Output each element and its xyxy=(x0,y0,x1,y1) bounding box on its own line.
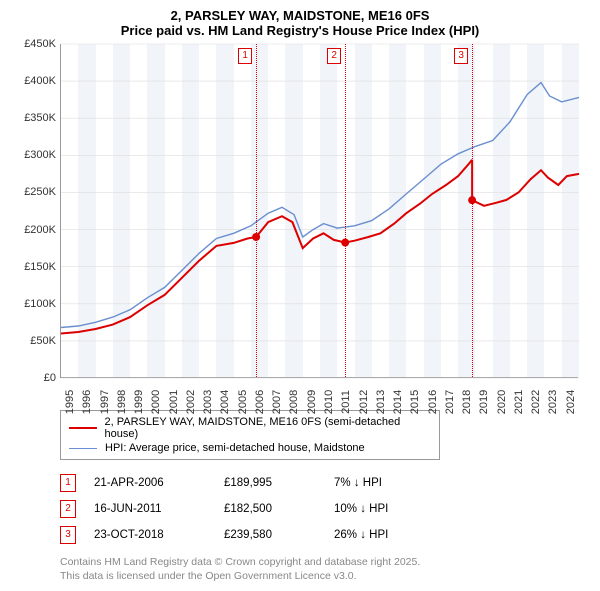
transaction-date: 21-APR-2006 xyxy=(94,477,214,489)
title-address: 2, PARSLEY WAY, MAIDSTONE, ME16 0FS xyxy=(10,8,590,23)
event-line xyxy=(345,44,346,377)
legend-swatch xyxy=(69,448,97,449)
footer-line-1: Contains HM Land Registry data © Crown c… xyxy=(60,556,590,570)
legend-swatch xyxy=(69,427,97,429)
x-tick-label: 1998 xyxy=(116,390,128,414)
y-tick-label: £300K xyxy=(16,149,56,161)
x-tick-label: 2006 xyxy=(254,390,266,414)
transaction-price: £182,500 xyxy=(224,503,324,515)
chart: 1 2 3 £0 £50K £100K £150K £200K £250K £300K £350K… xyxy=(18,44,578,404)
y-tick-label: £400K xyxy=(16,75,56,87)
event-marker-box: 1 xyxy=(238,48,252,64)
series-price_paid xyxy=(472,170,579,206)
x-tick-label: 2001 xyxy=(168,390,180,414)
transaction-date: 23-OCT-2018 xyxy=(94,529,214,541)
y-tick-label: £350K xyxy=(16,112,56,124)
y-tick-label: £0 xyxy=(16,372,56,384)
x-tick-label: 2020 xyxy=(496,390,508,414)
x-tick-label: 2021 xyxy=(513,390,525,414)
x-tick-label: 2002 xyxy=(185,390,197,414)
legend: 2, PARSLEY WAY, MAIDSTONE, ME16 0FS (sem… xyxy=(60,410,440,460)
footer: Contains HM Land Registry data © Crown c… xyxy=(60,556,590,583)
x-tick-label: 2009 xyxy=(306,390,318,414)
transaction-date: 16-JUN-2011 xyxy=(94,503,214,515)
transaction-price: £239,580 xyxy=(224,529,324,541)
event-marker-box: 3 xyxy=(454,48,468,64)
x-tick-label: 2018 xyxy=(461,390,473,414)
y-tick-label: £450K xyxy=(16,38,56,50)
event-line xyxy=(256,44,257,377)
y-tick-label: £100K xyxy=(16,298,56,310)
title-subtitle: Price paid vs. HM Land Registry's House … xyxy=(10,23,590,38)
transaction-number: 2 xyxy=(60,500,76,518)
x-tick-label: 2017 xyxy=(444,390,456,414)
series-hpi xyxy=(61,83,579,328)
transaction-delta: 7% ↓ HPI xyxy=(334,477,454,489)
transactions-table: 1 21-APR-2006 £189,995 7% ↓ HPI 2 16-JUN-2011… xyxy=(60,470,590,548)
x-tick-label: 2016 xyxy=(427,390,439,414)
x-tick-label: 2019 xyxy=(478,390,490,414)
x-tick-label: 1995 xyxy=(64,390,76,414)
x-tick-label: 2004 xyxy=(219,390,231,414)
x-tick-label: 2008 xyxy=(288,390,300,414)
event-marker-box: 2 xyxy=(327,48,341,64)
y-tick-label: £200K xyxy=(16,224,56,236)
x-tick-label: 2023 xyxy=(547,390,559,414)
series-price_paid xyxy=(345,160,472,243)
title-block: 2, PARSLEY WAY, MAIDSTONE, ME16 0FS Pric… xyxy=(10,8,590,38)
transaction-row: 2 16-JUN-2011 £182,500 10% ↓ HPI xyxy=(60,496,590,522)
x-tick-label: 2024 xyxy=(565,390,577,414)
footer-line-2: This data is licensed under the Open Gov… xyxy=(60,570,590,584)
series-svg xyxy=(61,44,578,377)
x-tick-label: 2000 xyxy=(150,390,162,414)
x-tick-label: 2013 xyxy=(375,390,387,414)
chart-container: 2, PARSLEY WAY, MAIDSTONE, ME16 0FS Pric… xyxy=(0,0,600,591)
x-tick-label: 2011 xyxy=(340,390,352,414)
x-tick-label: 2022 xyxy=(530,390,542,414)
transaction-row: 1 21-APR-2006 £189,995 7% ↓ HPI xyxy=(60,470,590,496)
x-tick-label: 2005 xyxy=(237,390,249,414)
legend-item: HPI: Average price, semi-detached house,… xyxy=(69,441,431,455)
x-tick-label: 2015 xyxy=(409,390,421,414)
legend-label: 2, PARSLEY WAY, MAIDSTONE, ME16 0FS (sem… xyxy=(105,416,432,440)
transaction-delta: 26% ↓ HPI xyxy=(334,529,454,541)
x-tick-label: 1999 xyxy=(133,390,145,414)
transaction-price: £189,995 xyxy=(224,477,324,489)
plot-area: 1 2 3 xyxy=(60,44,578,378)
legend-item: 2, PARSLEY WAY, MAIDSTONE, ME16 0FS (sem… xyxy=(69,415,431,441)
legend-label: HPI: Average price, semi-detached house,… xyxy=(105,442,365,454)
y-tick-label: £250K xyxy=(16,186,56,198)
x-tick-label: 1997 xyxy=(99,390,111,414)
x-tick-label: 1996 xyxy=(81,390,93,414)
transaction-delta: 10% ↓ HPI xyxy=(334,503,454,515)
event-line xyxy=(472,44,473,377)
y-tick-label: £50K xyxy=(16,335,56,347)
x-tick-label: 2012 xyxy=(358,390,370,414)
transaction-row: 3 23-OCT-2018 £239,580 26% ↓ HPI xyxy=(60,522,590,548)
series-price_paid xyxy=(61,237,256,334)
transaction-number: 1 xyxy=(60,474,76,492)
x-tick-label: 2007 xyxy=(271,390,283,414)
x-tick-label: 2003 xyxy=(202,390,214,414)
transaction-number: 3 xyxy=(60,526,76,544)
x-tick-label: 2014 xyxy=(392,390,404,414)
x-tick-label: 2010 xyxy=(323,390,335,414)
y-tick-label: £150K xyxy=(16,261,56,273)
